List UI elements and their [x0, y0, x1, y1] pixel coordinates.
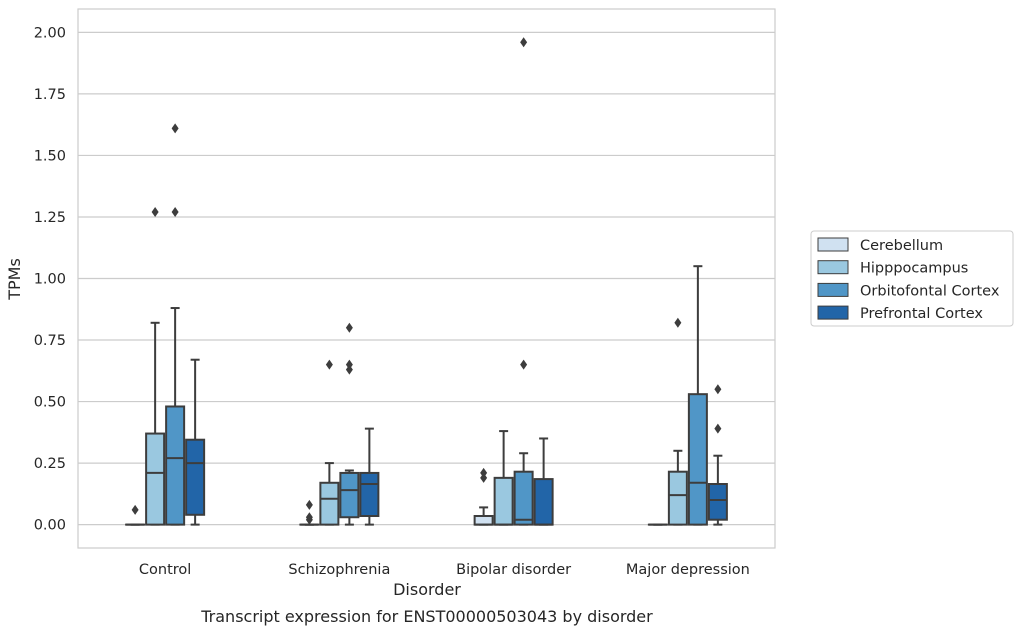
outlier-point: [714, 384, 721, 394]
legend: Cerebellum Hipppocampus Orbitofontal Corte…: [811, 231, 1013, 326]
outlier-point: [520, 37, 527, 47]
y-axis-label: TPMs: [5, 258, 24, 301]
category-group: [300, 323, 378, 525]
box-plot: [689, 266, 707, 524]
y-tick-label: 1.25: [34, 210, 66, 226]
box-plot: [669, 318, 687, 525]
box-plot: [709, 384, 727, 524]
outlier-point: [132, 505, 139, 515]
legend-label: Cerebellum: [860, 238, 943, 254]
x-tick-label: Control: [139, 562, 191, 578]
box-plot: [320, 360, 338, 525]
x-axis-label: Disorder: [393, 580, 461, 599]
box-plot: [166, 123, 184, 524]
category-group: [126, 123, 204, 524]
box-plot: [300, 500, 318, 525]
legend-label: Hipppocampus: [860, 261, 968, 277]
x-tick-label: Bipolar disorder: [456, 562, 571, 578]
y-tick-label: 1.00: [34, 272, 66, 288]
box-body: [360, 473, 378, 516]
box-body: [186, 440, 204, 515]
box-plot: [146, 207, 164, 525]
y-tick-labels: 0.00 0.25 0.50 0.75 1.00 1.25 1.50 1.75 2.00: [34, 25, 66, 533]
box-plot: [340, 323, 358, 525]
box-body: [495, 478, 513, 525]
outlier-point: [520, 360, 527, 370]
box-body: [709, 484, 727, 520]
y-tick-label: 1.50: [34, 148, 66, 164]
legend-swatch: [818, 261, 848, 274]
x-tick-labels: Control Schizophrenia Bipolar disorder Majo…: [139, 562, 750, 578]
box-body: [166, 406, 184, 524]
legend-swatch: [818, 283, 848, 296]
box-plot: [126, 505, 144, 525]
x-tick-label: Major depression: [626, 562, 750, 578]
box-body: [146, 434, 164, 525]
category-group: [475, 37, 553, 524]
legend-label: Prefrontal Cortex: [860, 306, 983, 322]
outlier-point: [172, 207, 179, 217]
y-tick-label: 0.00: [34, 518, 66, 534]
outlier-point: [674, 318, 681, 328]
outlier-point: [346, 323, 353, 333]
y-tick-label: 0.50: [34, 395, 66, 411]
outlier-point: [152, 207, 159, 217]
legend-label: Orbitofontal Cortex: [860, 283, 1000, 299]
box-body: [475, 516, 493, 525]
outlier-point: [172, 123, 179, 133]
outlier-point: [306, 500, 313, 510]
box-plot: [475, 468, 493, 525]
box-body: [669, 472, 687, 525]
box-plot: [186, 360, 204, 525]
box-plot: [495, 431, 513, 525]
legend-swatch: [818, 238, 848, 251]
box-body: [320, 483, 338, 525]
box-plot-groups: [126, 37, 727, 524]
outlier-point: [326, 360, 333, 370]
x-tick-label: Schizophrenia: [288, 562, 390, 578]
box-plot: [535, 438, 553, 524]
y-tick-label: 0.75: [34, 333, 66, 349]
legend-swatch: [818, 306, 848, 319]
box-body: [689, 394, 707, 524]
chart-caption: Transcript expression for ENST0000050304…: [200, 607, 653, 626]
box-body: [535, 479, 553, 525]
box-body: [340, 473, 358, 517]
box-plot: [360, 429, 378, 525]
box-plot: [515, 37, 533, 524]
category-group: [649, 266, 727, 524]
y-tick-label: 2.00: [34, 25, 66, 41]
y-tick-label: 0.25: [34, 456, 66, 472]
y-tick-label: 1.75: [34, 87, 66, 103]
outlier-point: [714, 424, 721, 434]
box-body: [515, 472, 533, 525]
